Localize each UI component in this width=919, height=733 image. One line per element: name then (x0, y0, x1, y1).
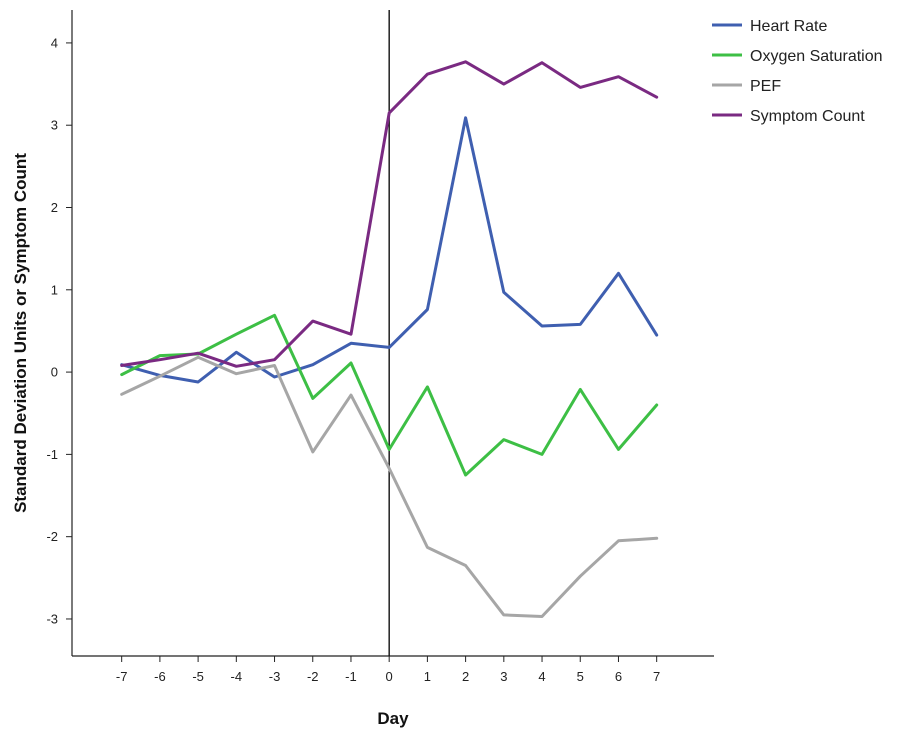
x-tick-label: -4 (231, 669, 243, 684)
x-tick-label: 3 (500, 669, 507, 684)
x-tick-label: -3 (269, 669, 281, 684)
x-tick-label: 7 (653, 669, 660, 684)
x-tick-label: 1 (424, 669, 431, 684)
x-tick-label: 4 (538, 669, 545, 684)
y-axis-title: Standard Deviation Units or Symptom Coun… (11, 153, 30, 513)
y-tick-label: -1 (46, 447, 58, 462)
legend-item-symptom-count: Symptom Count (712, 108, 865, 125)
x-tick-label: 5 (577, 669, 584, 684)
series-line-oxygen-saturation (120, 313, 659, 477)
legend-label: Symptom Count (750, 108, 865, 125)
x-tick-label: -6 (154, 669, 166, 684)
legend-item-oxygen-saturation: Oxygen Saturation (712, 48, 883, 65)
y-tick-label: 3 (51, 118, 58, 133)
legend: Heart Rate Oxygen Saturation PEF Symptom Co… (712, 18, 883, 125)
legend-label: Oxygen Saturation (750, 48, 883, 65)
series-line-symptom-count (120, 60, 659, 368)
legend-label: Heart Rate (750, 18, 827, 35)
y-tick-label: -2 (46, 529, 58, 544)
y-tick-label: 0 (51, 365, 58, 380)
legend-item-pef: PEF (712, 78, 781, 95)
x-tick-label: 2 (462, 669, 469, 684)
y-tick-label: 1 (51, 282, 58, 297)
legend-item-heart-rate: Heart Rate (712, 18, 827, 35)
x-tick-label: -7 (116, 669, 128, 684)
y-tick-label: -3 (46, 611, 58, 626)
x-tick-label: -5 (192, 669, 204, 684)
x-tick-label: 6 (615, 669, 622, 684)
series-line-pef (120, 355, 659, 618)
x-axis-title: Day (377, 709, 409, 728)
x-tick-label: -2 (307, 669, 319, 684)
series-lines (120, 60, 659, 618)
legend-label: PEF (750, 78, 781, 95)
axes: -3 -2 -1 0 1 2 3 4 -7 -6 -5 -4 -3 -2 -1 0 1 2 3 4 5 6 7 (46, 10, 714, 684)
x-tick-label: -1 (345, 669, 357, 684)
series-line-heart-rate (120, 116, 659, 384)
x-tick-label: 0 (386, 669, 393, 684)
y-tick-label: 4 (51, 35, 58, 50)
y-tick-label: 2 (51, 200, 58, 215)
